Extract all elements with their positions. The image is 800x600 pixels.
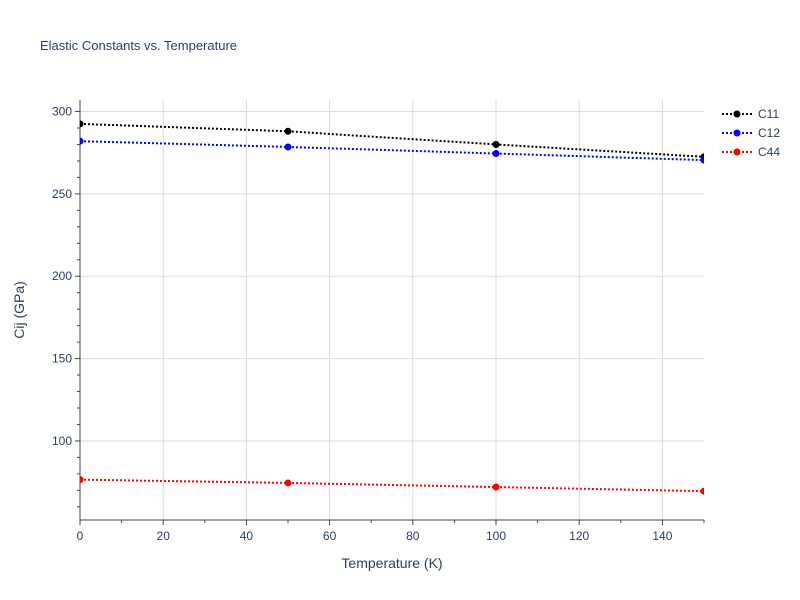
legend-item-c44[interactable]: C44 — [722, 145, 780, 159]
legend[interactable]: C11 C12 C44 — [722, 107, 780, 159]
x-tick-label: 120 — [569, 529, 589, 543]
series-layer — [77, 120, 708, 495]
legend-label: C44 — [758, 145, 780, 159]
series-line — [80, 478, 704, 493]
y-tick-label: 200 — [52, 269, 72, 283]
series-c12 — [77, 137, 708, 164]
data-point[interactable] — [77, 137, 84, 145]
data-point[interactable] — [284, 127, 292, 135]
x-tick-label: 80 — [406, 529, 420, 543]
legend-label: C11 — [758, 107, 779, 121]
axes: 0 20 40 60 80 100 120 140 100 150 200 250 300 — [52, 100, 705, 543]
data-point[interactable] — [492, 483, 500, 491]
data-point[interactable] — [77, 120, 84, 128]
legend-swatch-marker — [733, 110, 741, 118]
x-tick-label: 140 — [652, 529, 672, 543]
x-tick-label: 0 — [77, 529, 84, 543]
y-tick-label: 300 — [52, 105, 72, 119]
series-line — [80, 122, 704, 158]
data-point[interactable] — [700, 156, 708, 164]
y-axis-label: Cij (GPa) — [11, 281, 27, 339]
data-point[interactable] — [492, 140, 500, 148]
series-line — [80, 140, 704, 162]
x-tick-label: 20 — [157, 529, 171, 543]
x-tick-label: 60 — [323, 529, 337, 543]
legend-swatch-marker — [733, 129, 741, 137]
y-tick-label: 100 — [52, 434, 72, 448]
legend-swatch-marker — [733, 148, 741, 156]
y-tick-label: 250 — [52, 187, 72, 201]
y-tick-label: 150 — [52, 352, 72, 366]
data-point[interactable] — [284, 143, 292, 151]
legend-item-c12[interactable]: C12 — [722, 126, 780, 140]
legend-label: C12 — [758, 126, 780, 140]
x-axis-label: Temperature (K) — [341, 555, 442, 571]
x-tick-label: 40 — [240, 529, 254, 543]
data-point[interactable] — [700, 487, 708, 495]
legend-item-c11[interactable]: C11 — [722, 107, 779, 121]
data-point[interactable] — [492, 150, 500, 158]
data-point[interactable] — [77, 476, 84, 484]
series-c11 — [77, 120, 704, 161]
chart-title: Elastic Constants vs. Temperature — [40, 38, 237, 53]
series-c44 — [77, 476, 708, 495]
data-point[interactable] — [284, 479, 292, 487]
grid — [80, 100, 704, 520]
x-tick-label: 100 — [486, 529, 506, 543]
